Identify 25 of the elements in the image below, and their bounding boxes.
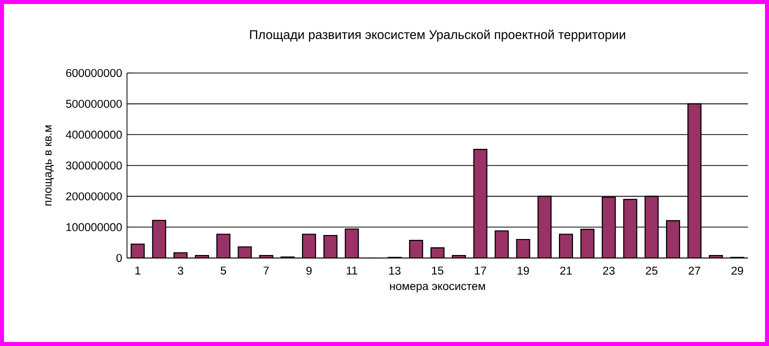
x-tick-label: 17: [474, 266, 486, 274]
x-tick-label: 15: [432, 266, 444, 275]
x-tick-label: 13: [389, 266, 400, 275]
x-tick-label: 5: [220, 266, 226, 275]
x-tick-label: 27: [688, 266, 700, 275]
x-tick-label: 25: [646, 266, 658, 275]
y-axis-title: площадь в кв.м: [45, 126, 54, 206]
x-axis-title: номера экосистем: [390, 284, 485, 292]
x-tick-label: 23: [603, 266, 615, 275]
x-tick-label: 3: [178, 266, 184, 275]
y-tick-label: 300000000: [66, 161, 122, 170]
chart-title: Площади развития экосистем Уральской проектной территории: [250, 30, 626, 42]
x-tick-label: 7: [264, 266, 269, 274]
x-tick-label: 11: [346, 266, 358, 274]
x-tick-label: 21: [560, 266, 572, 275]
y-tick-label: 200000000: [66, 192, 122, 200]
y-tick-label: 0: [116, 254, 122, 262]
x-tick-label: 29: [732, 266, 744, 275]
y-tick-label: 400000000: [66, 130, 122, 139]
x-tick-label: 19: [518, 266, 529, 275]
y-tick-label: 500000000: [66, 100, 122, 108]
x-tick-label: 1: [135, 266, 140, 274]
y-tick-label: 100000000: [66, 223, 122, 232]
y-tick-label: 600000000: [66, 68, 122, 77]
x-tick-label: 9: [306, 266, 312, 275]
